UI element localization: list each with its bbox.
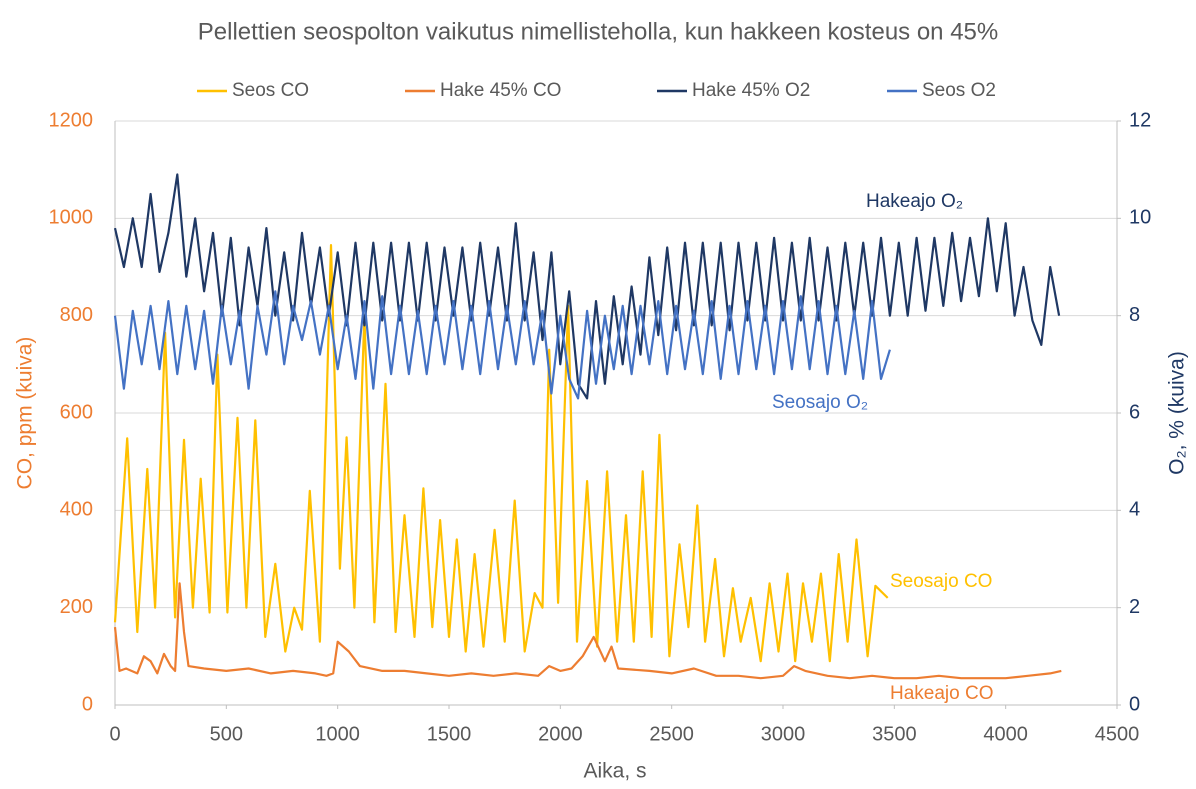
- x-tick-label: 3000: [761, 723, 806, 745]
- x-tick-label: 0: [109, 723, 120, 745]
- x-tick-label: 3500: [872, 723, 917, 745]
- y2-tick-label: 0: [1129, 693, 1140, 715]
- y2-tick-label: 4: [1129, 499, 1140, 521]
- y-tick-label: 1200: [49, 109, 94, 131]
- legend-label: Seos CO: [232, 80, 309, 101]
- annotation: Hakeajo O₂: [866, 191, 963, 212]
- x-tick-label: 4500: [1095, 723, 1140, 745]
- legend-label: Hake 45% O2: [692, 80, 810, 101]
- annotation: Seosajo CO: [890, 571, 992, 592]
- x-tick-label: 500: [210, 723, 243, 745]
- y2-tick-label: 8: [1129, 304, 1140, 326]
- x-tick-label: 2500: [649, 723, 694, 745]
- x-tick-label: 2000: [538, 723, 583, 745]
- series-line: [113, 244, 889, 663]
- x-tick-label: 1500: [427, 723, 472, 745]
- y-tick-label: 400: [60, 499, 93, 521]
- y-axis-label: CO, ppm (kuiva): [14, 337, 37, 490]
- legend-label: Seos O2: [922, 80, 996, 101]
- y-tick-label: 200: [60, 596, 93, 618]
- chart-title: Pellettien seospolton vaikutus nimellist…: [198, 18, 998, 45]
- x-tick-label: 4000: [983, 723, 1028, 745]
- y2-tick-label: 12: [1129, 109, 1151, 131]
- annotation: Seosajo O₂: [772, 392, 868, 413]
- y2-tick-label: 2: [1129, 596, 1140, 618]
- series-line: [113, 582, 1062, 680]
- y2-tick-label: 10: [1129, 207, 1151, 229]
- series-line: [113, 290, 891, 400]
- y-tick-label: 0: [82, 693, 93, 715]
- y2-axis-label: O₂, % (kuiva): [1166, 351, 1189, 475]
- y-tick-label: 600: [60, 401, 93, 423]
- legend-label: Hake 45% CO: [440, 80, 561, 101]
- y-tick-label: 800: [60, 304, 93, 326]
- y2-tick-label: 6: [1129, 401, 1140, 423]
- x-tick-label: 1000: [315, 723, 360, 745]
- series-line: [113, 173, 1061, 400]
- y-tick-label: 1000: [49, 207, 94, 229]
- annotation: Hakeajo CO: [890, 683, 994, 704]
- x-axis-label: Aika, s: [583, 760, 646, 783]
